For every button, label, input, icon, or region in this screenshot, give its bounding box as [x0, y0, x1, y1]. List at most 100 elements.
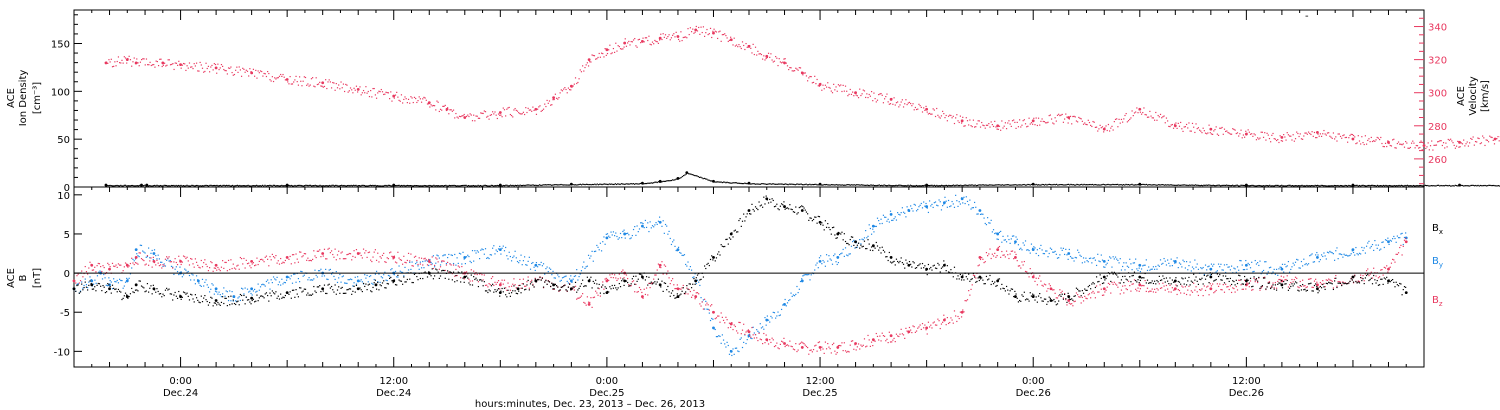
velocity-trace-dot	[1309, 132, 1311, 135]
bz-trace-dot	[232, 263, 234, 265]
density-trace-dot	[618, 183, 620, 185]
velocity-trace-dot	[811, 82, 813, 84]
velocity-trace-dot	[1086, 124, 1088, 126]
by-trace-dot	[531, 262, 533, 265]
velocity-trace-dot	[1143, 107, 1145, 109]
density-trace-dot	[463, 184, 465, 187]
density-trace-dot	[204, 184, 206, 187]
density-trace-dot	[808, 184, 810, 186]
by-trace-dot	[608, 235, 610, 237]
by-trace-dot	[888, 221, 890, 223]
density-trace-dot	[391, 185, 393, 187]
by-trace-dot	[975, 206, 977, 208]
velocity-trace-dot	[728, 39, 731, 41]
bz-trace-dot	[805, 345, 808, 348]
by-trace-dot	[1285, 266, 1287, 268]
density-trace-dot	[1119, 184, 1121, 186]
by-trace-dot	[271, 282, 273, 284]
density-trace-dot	[233, 185, 235, 187]
velocity-trace-dot	[1336, 140, 1338, 142]
by-trace-dot	[731, 354, 733, 357]
by-trace-dot	[891, 219, 893, 222]
velocity-trace-dot	[320, 85, 322, 87]
velocity-trace-dot	[824, 84, 826, 86]
by-trace-dot	[1253, 270, 1255, 273]
density-trace-dot	[1028, 183, 1030, 186]
by-trace-dot	[1281, 263, 1284, 265]
by-trace-dot	[1401, 232, 1403, 234]
by-trace-dot	[1203, 273, 1205, 276]
density-trace-dot	[1483, 184, 1485, 187]
bz-trace-dot	[102, 265, 104, 267]
velocity-trace-dot	[648, 35, 650, 37]
by-trace-dot	[1100, 254, 1102, 256]
velocity-trace-dot	[353, 87, 355, 89]
bz-trace-dot	[496, 281, 498, 284]
bz-trace-dot	[188, 264, 191, 266]
density-trace-dot	[132, 184, 134, 187]
velocity-trace-dot	[1219, 127, 1221, 129]
bz-trace-dot	[714, 318, 716, 320]
bz-trace-dot	[715, 317, 718, 319]
density-trace-dot	[979, 184, 981, 186]
by-trace-dot	[1135, 258, 1137, 260]
bz-trace-dot	[672, 278, 674, 280]
density-trace-dot	[249, 185, 252, 187]
density-trace-dot	[1096, 184, 1098, 186]
by-trace-dot	[971, 207, 973, 209]
by-trace-dot	[1016, 238, 1018, 240]
density-trace-dot	[508, 185, 510, 187]
velocity-trace-dot	[1201, 132, 1203, 134]
density-trace-dot	[835, 183, 837, 186]
velocity-trace-dot	[1496, 138, 1498, 140]
velocity-point	[676, 35, 680, 38]
by-trace-dot	[308, 277, 310, 279]
velocity-trace-dot	[856, 95, 858, 97]
by-trace-dot	[940, 209, 943, 211]
bz-trace-dot	[579, 296, 581, 298]
by-trace-dot	[780, 308, 783, 311]
velocity-trace-dot	[209, 71, 211, 73]
by-trace-dot	[1339, 253, 1342, 255]
by-trace-dot	[463, 258, 465, 260]
bz-trace-dot	[329, 252, 331, 254]
velocity-trace-dot	[432, 104, 435, 107]
velocity-trace-dot	[1125, 112, 1127, 115]
density-trace-dot	[1188, 184, 1191, 186]
velocity-trace-dot	[1476, 141, 1478, 143]
by-trace-dot	[1071, 257, 1073, 259]
by-trace-dot	[664, 223, 667, 226]
by-point	[250, 287, 254, 291]
density-trace-dot	[1326, 185, 1328, 187]
density-trace-dot	[957, 184, 959, 187]
by-trace-dot	[920, 202, 922, 205]
bz-trace-dot	[783, 337, 785, 339]
by-point	[605, 236, 609, 240]
velocity-trace-dot	[111, 66, 114, 68]
by-trace-dot	[368, 275, 371, 278]
density-trace-dot	[651, 182, 654, 184]
density-trace-dot	[1130, 184, 1132, 186]
bz-trace-dot	[378, 261, 380, 263]
bz-trace-dot	[380, 257, 382, 259]
bz-trace-dot	[192, 263, 194, 265]
velocity-trace-dot	[256, 77, 258, 79]
velocity-trace-dot	[452, 109, 455, 111]
by-trace-dot	[226, 291, 228, 293]
by-trace-dot	[688, 268, 690, 271]
velocity-trace-dot	[869, 95, 871, 97]
bz-trace-dot	[139, 252, 141, 254]
by-trace-dot	[503, 250, 506, 252]
bz-trace-dot	[296, 258, 298, 260]
bz-trace-dot	[467, 273, 469, 275]
density-trace-dot	[1487, 185, 1489, 187]
density-trace-dot	[1097, 184, 1100, 186]
bz-trace-dot	[798, 343, 800, 345]
by-trace-dot	[1241, 264, 1243, 266]
velocity-trace-dot	[803, 72, 805, 74]
velocity-trace-dot	[400, 94, 403, 96]
bz-trace-dot	[282, 261, 284, 263]
by-trace-dot	[1015, 236, 1017, 238]
by-trace-dot	[1041, 249, 1043, 251]
velocity-trace-dot	[230, 66, 232, 68]
